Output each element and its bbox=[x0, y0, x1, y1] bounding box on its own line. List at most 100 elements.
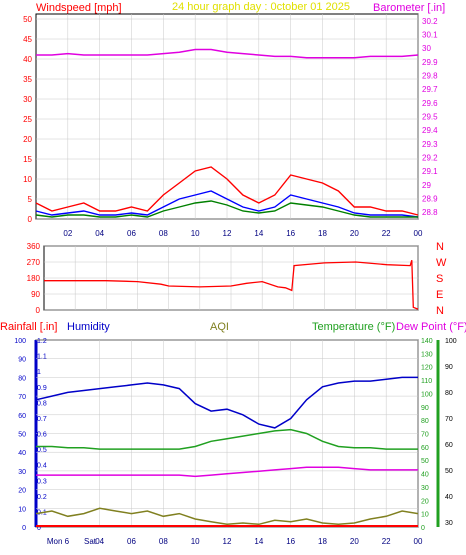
barometer-tick-label: 29.3 bbox=[422, 140, 438, 149]
aqi-tick-label: 50 bbox=[421, 458, 429, 465]
temperature-tick-label: 50 bbox=[445, 468, 453, 475]
weather-x-tick-label: Sat bbox=[84, 537, 97, 546]
wind-x-tick-label: 22 bbox=[382, 229, 391, 238]
barometer-tick-label: 29.4 bbox=[422, 126, 438, 135]
aqi-tick-label: 90 bbox=[421, 405, 429, 412]
rain-tick-label: 0.7 bbox=[37, 416, 47, 423]
direction-tick-label: 0 bbox=[36, 306, 41, 315]
barometer-tick-label: 29.8 bbox=[422, 72, 438, 81]
humidity-tick-label: 100 bbox=[14, 338, 26, 345]
wind-tick-label: 10 bbox=[23, 175, 32, 184]
temperature-tick-label: 70 bbox=[445, 416, 453, 423]
temperature-tick-label: 40 bbox=[445, 494, 453, 501]
direction-tick-label: 360 bbox=[27, 242, 41, 251]
direction-tick-label: 270 bbox=[27, 258, 41, 267]
weather-x-tick-label: 18 bbox=[318, 537, 327, 546]
wind-tick-label: 5 bbox=[28, 195, 33, 204]
compass-label: E bbox=[436, 289, 443, 301]
compass-label: N bbox=[436, 241, 444, 253]
wind-x-tick-label: 04 bbox=[95, 229, 104, 238]
barometer-tick-label: 28.8 bbox=[422, 208, 438, 217]
wind-tick-label: 25 bbox=[23, 115, 32, 124]
humidity-axis-label: Humidity bbox=[67, 321, 110, 333]
series-gust bbox=[35, 166, 419, 216]
barometer-tick-label: 29.6 bbox=[422, 99, 438, 108]
weather-x-tick-label: 08 bbox=[159, 537, 168, 546]
barometer-tick-label: 30 bbox=[422, 44, 431, 53]
rain-tick-label: 1.2 bbox=[37, 338, 47, 345]
humidity-tick-label: 40 bbox=[18, 450, 26, 457]
aqi-axis-label: AQI bbox=[210, 321, 229, 333]
wind-tick-label: 15 bbox=[23, 155, 32, 164]
barometer-tick-label: 30.1 bbox=[422, 31, 438, 40]
aqi-tick-label: 100 bbox=[421, 391, 433, 398]
rain-tick-label: 0.3 bbox=[37, 478, 47, 485]
rain-tick-label: 0.8 bbox=[37, 400, 47, 407]
humidity-tick-label: 60 bbox=[18, 413, 26, 420]
temperature-tick-label: 30 bbox=[445, 520, 453, 527]
wind-tick-label: 45 bbox=[23, 35, 32, 44]
weather-x-tick-label: 00 bbox=[414, 537, 423, 546]
weather-x-tick-label: 10 bbox=[191, 537, 200, 546]
wind-x-tick-label: 18 bbox=[318, 229, 327, 238]
wind-x-tick-label: 00 bbox=[414, 229, 423, 238]
barometer-tick-label: 29 bbox=[422, 181, 431, 190]
barometer-tick-label: 29.1 bbox=[422, 167, 438, 176]
humidity-tick-label: 90 bbox=[18, 357, 26, 364]
rain-tick-label: 1 bbox=[37, 369, 41, 376]
aqi-tick-label: 110 bbox=[421, 378, 432, 385]
wind-tick-label: 20 bbox=[23, 135, 32, 144]
series-aqi bbox=[35, 507, 419, 526]
aqi-tick-label: 20 bbox=[421, 498, 429, 505]
aqi-tick-label: 130 bbox=[421, 351, 433, 358]
humidity-tick-label: 0 bbox=[22, 525, 26, 532]
aqi-tick-label: 60 bbox=[421, 445, 429, 452]
wind-tick-label: 35 bbox=[23, 75, 32, 84]
barometer-tick-label: 29.5 bbox=[422, 113, 438, 122]
wind-x-tick-label: 20 bbox=[350, 229, 359, 238]
wind-tick-label: 0 bbox=[28, 215, 33, 224]
aqi-tick-label: 80 bbox=[421, 418, 429, 425]
barometer-tick-label: 29.9 bbox=[422, 58, 438, 67]
dewpoint-axis-label: Dew Point (°F) bbox=[396, 321, 466, 333]
weather-x-tick-label: 16 bbox=[286, 537, 295, 546]
rainfall-axis-label: Rainfall [.in] bbox=[0, 321, 57, 333]
humidity-tick-label: 50 bbox=[18, 432, 26, 439]
wind-tick-label: 40 bbox=[23, 55, 32, 64]
rain-tick-label: 0.6 bbox=[37, 432, 47, 439]
series-temperature bbox=[36, 428, 418, 450]
temperature-tick-label: 100 bbox=[445, 338, 457, 345]
direction-tick-label: 180 bbox=[27, 274, 41, 283]
temperature-tick-label: 90 bbox=[445, 364, 453, 371]
wind-axis-label: Windspeed [mph] bbox=[36, 2, 122, 14]
humidity-tick-label: 20 bbox=[18, 488, 26, 495]
barometer-tick-label: 29.2 bbox=[422, 154, 438, 163]
barometer-tick-label: 30.2 bbox=[422, 17, 438, 26]
temperature-axis-label: Temperature (°F) bbox=[312, 321, 395, 333]
aqi-tick-label: 0 bbox=[421, 525, 425, 532]
aqi-tick-label: 40 bbox=[421, 472, 429, 479]
humidity-tick-label: 10 bbox=[18, 506, 26, 513]
series-dewpoint bbox=[36, 466, 418, 478]
rain-tick-label: 0.2 bbox=[37, 494, 47, 501]
wind-x-tick-label: 14 bbox=[254, 229, 263, 238]
rain-tick-label: 1.1 bbox=[37, 354, 47, 361]
weather-x-tick-label: 12 bbox=[223, 537, 232, 546]
wind-x-tick-label: 08 bbox=[159, 229, 168, 238]
rain-tick-label: 0.5 bbox=[37, 447, 47, 454]
wind-x-tick-label: 10 bbox=[191, 229, 200, 238]
series-avg bbox=[35, 190, 419, 218]
barometer-axis-label: Barometer [.in] bbox=[373, 2, 445, 14]
temperature-tick-label: 80 bbox=[445, 390, 453, 397]
series-wind-direction bbox=[44, 260, 419, 310]
wind-tick-label: 50 bbox=[23, 15, 32, 24]
aqi-tick-label: 10 bbox=[421, 512, 429, 519]
wind-x-tick-label: 02 bbox=[63, 229, 72, 238]
barometer-tick-label: 29.7 bbox=[422, 85, 438, 94]
wind-x-tick-label: 16 bbox=[286, 229, 295, 238]
compass-label: W bbox=[436, 257, 447, 269]
weather-x-tick-label: 04 bbox=[95, 537, 104, 546]
wind-x-tick-label: 12 bbox=[223, 229, 232, 238]
wind-x-tick-label: 06 bbox=[127, 229, 136, 238]
